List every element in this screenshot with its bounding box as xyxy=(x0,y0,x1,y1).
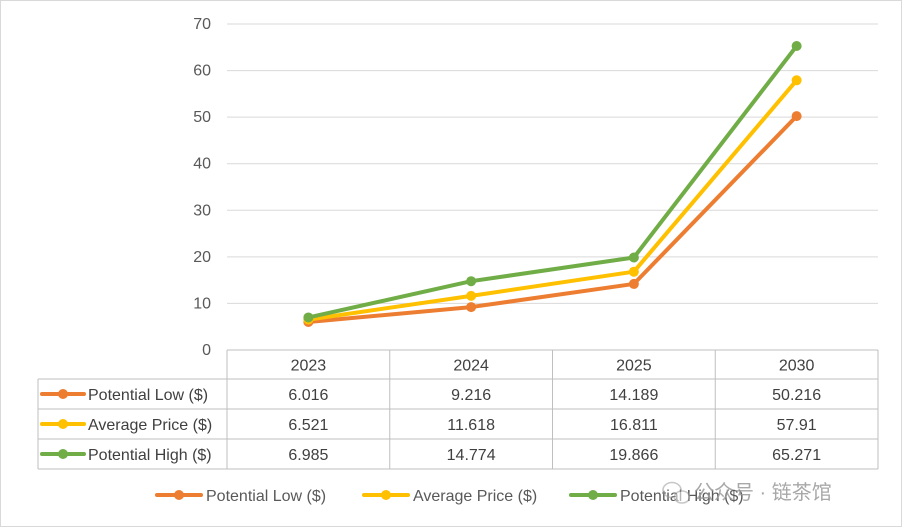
data-table: 2023 2024 2025 2030 Potential Low ($) 6.016 9.… xyxy=(37,349,879,470)
data-point-potential-high xyxy=(628,252,639,263)
legend-marker-average-price xyxy=(381,490,391,500)
table-cell-value: 65.271 xyxy=(772,447,821,464)
y-tick-label: 30 xyxy=(193,202,211,219)
y-tick-label: 10 xyxy=(193,295,211,312)
y-tick-label: 60 xyxy=(193,63,211,80)
legend-marker-potential-high xyxy=(588,490,598,500)
data-point-average-price xyxy=(791,75,802,86)
data-point-potential-high xyxy=(466,276,477,287)
legend-marker-potential-low xyxy=(174,490,184,500)
wechat-icon xyxy=(662,481,691,504)
table-series-name: Average Price ($) xyxy=(88,417,212,434)
y-axis: 0 10 20 30 40 50 60 70 xyxy=(193,16,211,359)
table-cell-value: 11.618 xyxy=(447,417,495,434)
series-points xyxy=(303,41,802,327)
series-line-potential-low xyxy=(306,114,799,324)
data-point-potential-low xyxy=(466,302,477,313)
y-tick-label: 50 xyxy=(193,109,211,126)
table-cell-value: 6.016 xyxy=(288,387,328,404)
table-legend-marker-potential-high xyxy=(58,449,68,459)
table-cell-value: 6.521 xyxy=(288,417,328,434)
category-label: 2023 xyxy=(291,358,327,375)
data-point-potential-low xyxy=(628,278,639,289)
table-cell-value: 19.866 xyxy=(609,447,658,464)
table-legend-marker-potential-low xyxy=(58,389,68,399)
table-cell-value: 14.774 xyxy=(447,447,496,464)
category-label: 2024 xyxy=(453,358,489,375)
data-point-average-price xyxy=(466,290,477,301)
watermark-text: 公众号 · 链茶馆 xyxy=(694,481,832,504)
category-label: 2025 xyxy=(616,358,652,375)
data-point-potential-low xyxy=(791,111,802,122)
legend-label: Average Price ($) xyxy=(413,488,537,505)
y-tick-label: 40 xyxy=(193,156,211,173)
table-series-name: Potential High ($) xyxy=(88,447,212,464)
table-cell-value: 16.811 xyxy=(610,417,658,434)
series-line-average-price xyxy=(306,78,799,322)
table-cell-value: 9.216 xyxy=(451,387,491,404)
table-series-name: Potential Low ($) xyxy=(88,387,208,404)
data-point-potential-high xyxy=(303,312,314,323)
gridlines xyxy=(227,23,878,304)
series-lines xyxy=(306,44,799,324)
table-cell-value: 14.189 xyxy=(609,387,658,404)
table-legend-marker-average-price xyxy=(58,419,68,429)
legend-label: Potential Low ($) xyxy=(206,488,326,505)
series-line-potential-high xyxy=(306,44,799,320)
legend: Potential Low ($) Average Price ($) Potent… xyxy=(155,488,744,505)
y-tick-label: 0 xyxy=(202,342,211,359)
y-tick-label: 20 xyxy=(193,249,211,266)
table-cell-value: 50.216 xyxy=(772,387,821,404)
category-label: 2030 xyxy=(779,358,815,375)
data-point-average-price xyxy=(628,266,639,277)
table-cell-value: 57.91 xyxy=(777,417,817,434)
watermark: 公众号 · 链茶馆 xyxy=(662,481,832,504)
data-point-potential-high xyxy=(791,41,802,52)
y-tick-label: 70 xyxy=(193,16,211,33)
table-cell-value: 6.985 xyxy=(288,447,328,464)
